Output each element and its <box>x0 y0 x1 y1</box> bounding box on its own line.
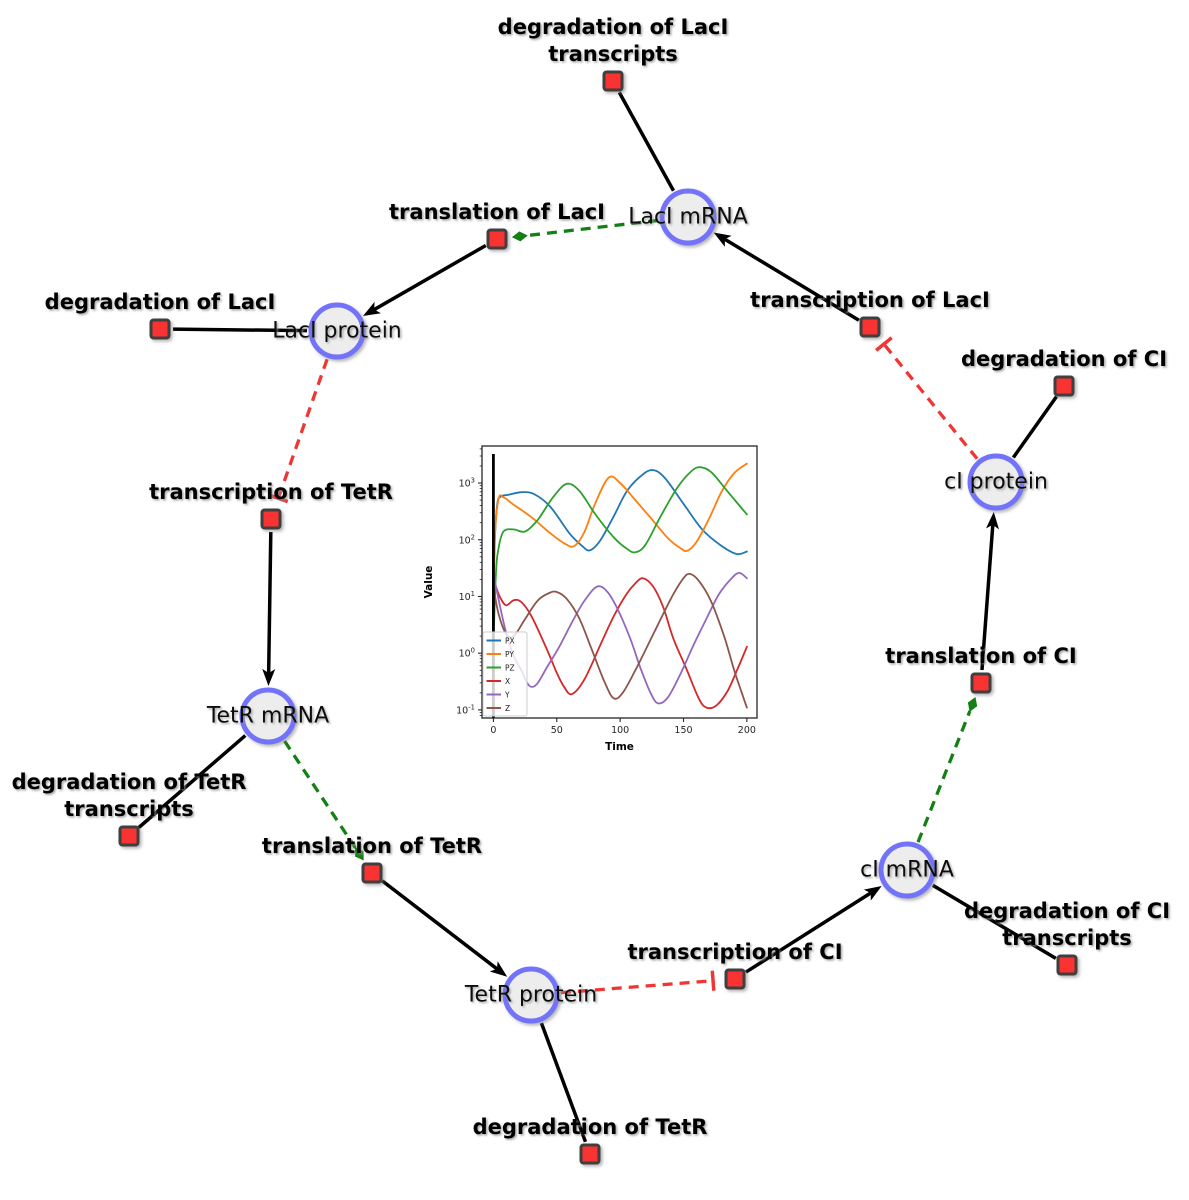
edge-tetr-mrna-to-translation-tetr-modifier <box>283 740 364 861</box>
inset-time-series-chart: 0 50 100 150 20010310210110010-1TimeValuePXP… <box>420 430 780 775</box>
edge-transcription-tetr-to-tetr-mrna-product <box>262 531 276 687</box>
species-node-ci-protein[interactable] <box>967 453 1025 511</box>
inhibition-tee-icon <box>268 493 289 504</box>
reaction-node-degradation-tetr[interactable] <box>579 1143 601 1165</box>
y-tick-label: 101 <box>459 590 475 603</box>
y-tick-label: 10-1 <box>456 703 475 716</box>
x-tick-label: 100 <box>611 725 629 736</box>
axes-frame <box>481 445 758 719</box>
y-tick-label: 103 <box>459 477 475 490</box>
x-tick-label: 150 <box>674 725 692 736</box>
species-node-ci-mrna[interactable] <box>878 841 936 899</box>
reaction-label-transcription-ci: transcription of CI <box>627 940 843 964</box>
legend-label-PY: PY <box>505 650 514 659</box>
legend-label-Y: Y <box>504 690 510 699</box>
reaction-label-degradation-ci-transcripts: degradation of CI transcripts <box>963 899 1171 950</box>
x-tick-label: 50 <box>551 725 563 736</box>
reaction-label-degradation-laci-transcripts: degradation of LacI transcripts <box>497 15 729 66</box>
species-label-laci-mrna: LacI mRNA <box>628 204 748 230</box>
axis-ticks: 0 50 100 150 200 103 102 101 100 10-1 <box>456 448 756 736</box>
species-label-laci-protein: LacI protein <box>272 318 402 344</box>
reaction-label-degradation-tetr-transcripts: degradation of TetR transcripts <box>11 770 247 821</box>
reaction-node-degradation-laci-transcripts[interactable] <box>602 70 624 92</box>
reaction-node-transcription-tetr[interactable] <box>260 508 282 530</box>
reaction-node-translation-ci[interactable] <box>970 672 992 694</box>
species-label-tetr-protein: TetR protein <box>464 982 598 1008</box>
reaction-node-degradation-laci[interactable] <box>149 318 171 340</box>
reaction-label-degradation-laci: degradation of LacI <box>44 290 276 314</box>
x-tick-label: 200 <box>738 725 756 736</box>
edge-tetr-mrna-to-degradation-tetr-transcripts-consumption <box>137 734 247 829</box>
species-node-laci-protein[interactable] <box>308 302 366 360</box>
edge-translation-ci-to-ci-protein-product <box>980 511 999 671</box>
arrowhead-icon <box>262 668 276 687</box>
edge-ci-mrna-to-translation-ci-modifier <box>916 696 978 843</box>
edge-laci-mrna-to-degradation-laci-transcripts-consumption <box>617 91 676 192</box>
series-line-PZ <box>492 466 748 645</box>
reaction-node-transcription-laci[interactable] <box>859 316 881 338</box>
legend-label-PX: PX <box>505 636 515 645</box>
edge-translation-tetr-to-tetr-protein-product <box>381 879 508 977</box>
reaction-node-degradation-tetr-transcripts[interactable] <box>118 825 140 847</box>
reaction-node-degradation-ci-transcripts[interactable] <box>1056 954 1078 976</box>
arrowhead-icon <box>713 232 732 247</box>
edge-tetr-protein-to-degradation-tetr-consumption <box>539 1022 588 1143</box>
edge-laci-protein-to-transcription-tetr-inhibition <box>268 358 329 504</box>
y-axis-label: Value <box>423 566 435 599</box>
series-line-Y <box>492 572 748 705</box>
reaction-node-degradation-ci[interactable] <box>1053 375 1075 397</box>
species-label-tetr-mrna: TetR mRNA <box>206 703 330 729</box>
species-node-tetr-mrna[interactable] <box>239 687 297 745</box>
reaction-label-translation-laci: translation of LacI <box>389 200 605 224</box>
chart-curves <box>492 462 748 710</box>
edge-transcription-ci-to-ci-mrna-product <box>745 886 882 974</box>
reaction-label-degradation-tetr: degradation of TetR <box>472 1115 708 1139</box>
species-node-tetr-protein[interactable] <box>502 966 560 1024</box>
y-tick-label: 102 <box>459 533 475 546</box>
reaction-node-translation-tetr[interactable] <box>361 862 383 884</box>
reaction-label-translation-tetr: translation of TetR <box>261 834 483 858</box>
series-line-Z <box>492 572 748 709</box>
legend-label-X: X <box>505 677 510 686</box>
arrowhead-icon <box>489 961 508 977</box>
edge-laci-mrna-to-translation-laci-modifier <box>511 218 659 242</box>
edge-tetr-protein-to-transcription-ci-inhibition <box>560 970 716 995</box>
series-line-PY <box>492 462 748 615</box>
reaction-label-transcription-laci: transcription of LacI <box>750 288 990 312</box>
series-line-X <box>492 577 748 710</box>
diamond-arrowhead-icon <box>511 231 528 242</box>
arrowhead-icon <box>863 886 882 901</box>
species-label-ci-protein: cI protein <box>944 469 1048 495</box>
edge-laci-protein-to-degradation-laci-consumption <box>172 327 308 333</box>
x-tick-label: 0 <box>490 725 496 736</box>
edge-ci-protein-to-transcription-laci-inhibition <box>875 336 979 460</box>
species-label-ci-mrna: cI mRNA <box>860 857 954 883</box>
x-axis-label: Time <box>605 741 634 753</box>
reaction-label-degradation-ci: degradation of CI <box>960 347 1168 371</box>
inhibition-tee-icon <box>875 336 893 352</box>
reaction-node-transcription-ci[interactable] <box>724 968 746 990</box>
series-line-PX <box>492 469 748 615</box>
diamond-arrowhead-icon <box>354 847 364 861</box>
species-node-laci-mrna[interactable] <box>659 188 717 246</box>
y-tick-label: 100 <box>459 647 475 660</box>
edge-transcription-laci-to-laci-mrna-product <box>713 232 860 322</box>
reaction-label-translation-ci: translation of CI <box>885 644 1077 668</box>
legend-label-PZ: PZ <box>505 663 515 672</box>
reaction-node-translation-laci[interactable] <box>486 228 508 250</box>
legend-label-Z: Z <box>505 704 510 713</box>
arrowhead-icon <box>986 511 999 530</box>
edge-translation-laci-to-laci-protein-product <box>363 243 487 317</box>
edge-ci-protein-to-degradation-ci-consumption <box>1011 395 1058 459</box>
edge-ci-mrna-to-degradation-ci-transcripts-consumption <box>931 883 1057 960</box>
arrowhead-icon <box>363 301 381 317</box>
legend: PX PY PZ XYZ <box>482 631 528 717</box>
reaction-label-transcription-tetr: transcription of TetR <box>149 480 393 504</box>
inhibition-tee-icon <box>710 970 716 991</box>
diamond-arrowhead-icon <box>967 696 978 712</box>
